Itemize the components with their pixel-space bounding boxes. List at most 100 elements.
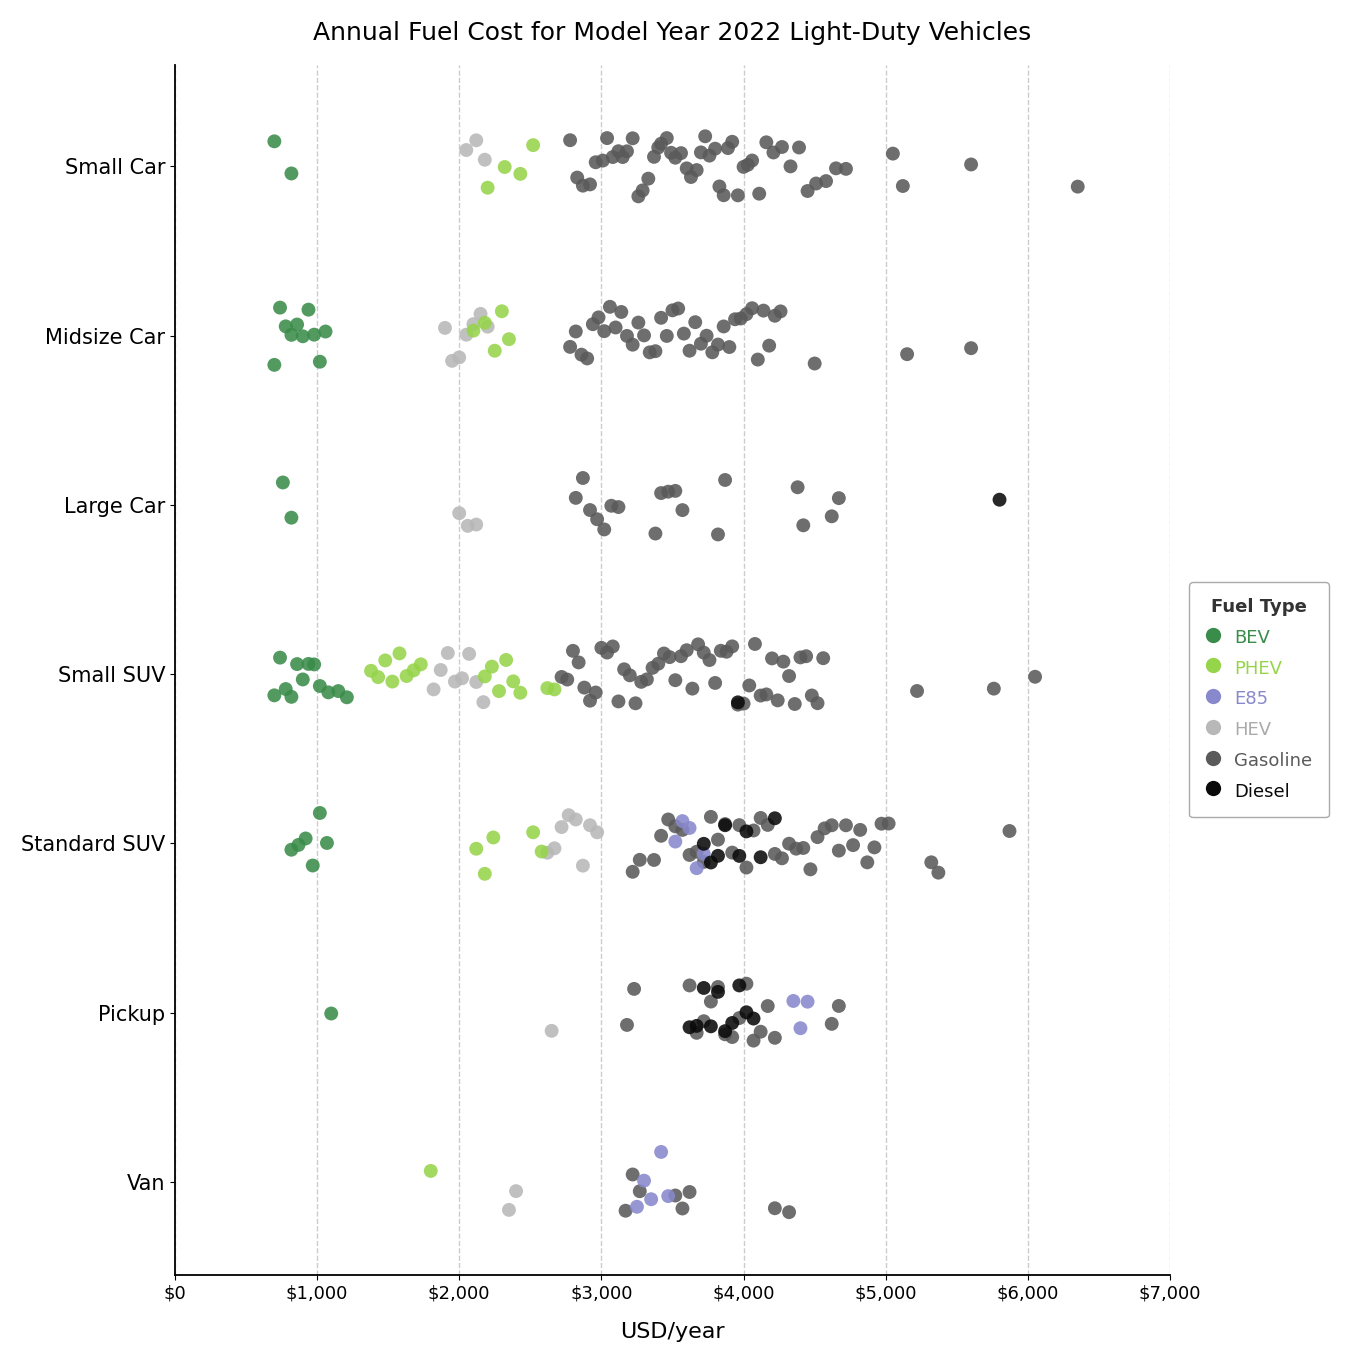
- Point: [286, 313, 308, 335]
- Point: [729, 814, 751, 836]
- Point: [771, 848, 792, 870]
- Point: [713, 316, 734, 338]
- Point: [281, 686, 302, 707]
- Point: [738, 675, 760, 696]
- Point: [567, 166, 589, 188]
- Point: [741, 150, 763, 172]
- Point: [705, 672, 726, 694]
- Point: [686, 1022, 707, 1044]
- Point: [664, 669, 686, 691]
- Point: [821, 506, 842, 527]
- Point: [724, 308, 745, 330]
- Point: [779, 833, 801, 855]
- Point: [771, 136, 792, 158]
- Point: [690, 333, 711, 354]
- Point: [643, 849, 664, 871]
- Point: [294, 827, 316, 849]
- Point: [288, 834, 309, 856]
- Point: [788, 136, 810, 158]
- Point: [828, 487, 849, 508]
- Point: [736, 821, 757, 842]
- Point: [736, 1002, 757, 1024]
- Point: [625, 692, 647, 714]
- Point: [586, 822, 608, 844]
- Point: [562, 641, 583, 662]
- Point: [999, 821, 1021, 842]
- Point: [709, 176, 730, 198]
- Point: [648, 136, 670, 158]
- Point: [590, 637, 612, 658]
- Point: [620, 664, 641, 686]
- Point: [864, 837, 886, 859]
- Point: [741, 297, 763, 319]
- Point: [559, 335, 580, 357]
- Point: [787, 476, 809, 497]
- Point: [764, 807, 786, 829]
- Point: [701, 991, 722, 1013]
- Point: [783, 990, 805, 1011]
- Point: [574, 676, 595, 698]
- Point: [286, 653, 308, 675]
- Point: [657, 481, 679, 503]
- Point: [686, 841, 707, 863]
- Point: [522, 822, 544, 844]
- Point: [566, 487, 587, 508]
- Point: [292, 326, 313, 348]
- Point: [466, 671, 487, 692]
- Point: [686, 1015, 707, 1037]
- Point: [582, 313, 603, 335]
- Point: [707, 981, 729, 1003]
- Point: [694, 125, 716, 147]
- Point: [664, 830, 686, 852]
- Point: [402, 660, 424, 682]
- Point: [686, 159, 707, 181]
- Point: [585, 151, 606, 173]
- Point: [672, 499, 694, 521]
- Point: [871, 812, 892, 834]
- Point: [648, 653, 670, 675]
- Point: [572, 174, 594, 196]
- Point: [743, 1029, 764, 1051]
- Point: [756, 131, 778, 153]
- Point: [821, 814, 842, 836]
- Point: [736, 303, 757, 324]
- Point: [336, 687, 358, 709]
- Point: [315, 320, 336, 342]
- Point: [921, 852, 942, 874]
- Point: [437, 642, 459, 664]
- Point: [632, 180, 653, 202]
- Point: [714, 1024, 736, 1045]
- Point: [309, 801, 331, 823]
- Point: [759, 335, 780, 357]
- Point: [695, 324, 717, 346]
- Point: [551, 667, 572, 688]
- Point: [628, 185, 649, 207]
- Point: [821, 1013, 842, 1035]
- Point: [472, 691, 494, 713]
- Point: [780, 155, 802, 177]
- Point: [572, 855, 594, 876]
- Point: [641, 657, 663, 679]
- Point: [792, 514, 814, 536]
- Point: [705, 138, 726, 159]
- Point: [701, 806, 722, 827]
- Point: [536, 842, 558, 864]
- Point: [836, 158, 857, 180]
- Point: [686, 857, 707, 879]
- Point: [360, 660, 382, 682]
- Point: [747, 349, 768, 371]
- Point: [269, 646, 290, 668]
- Point: [960, 154, 981, 176]
- Point: [572, 468, 594, 489]
- Point: [849, 819, 871, 841]
- Point: [836, 814, 857, 836]
- Point: [328, 680, 350, 702]
- Point: [701, 852, 722, 874]
- Point: [477, 177, 498, 199]
- Point: [779, 665, 801, 687]
- Point: [626, 1195, 648, 1217]
- Point: [687, 634, 709, 656]
- Point: [730, 308, 752, 330]
- Point: [423, 679, 444, 701]
- Point: [679, 1182, 701, 1204]
